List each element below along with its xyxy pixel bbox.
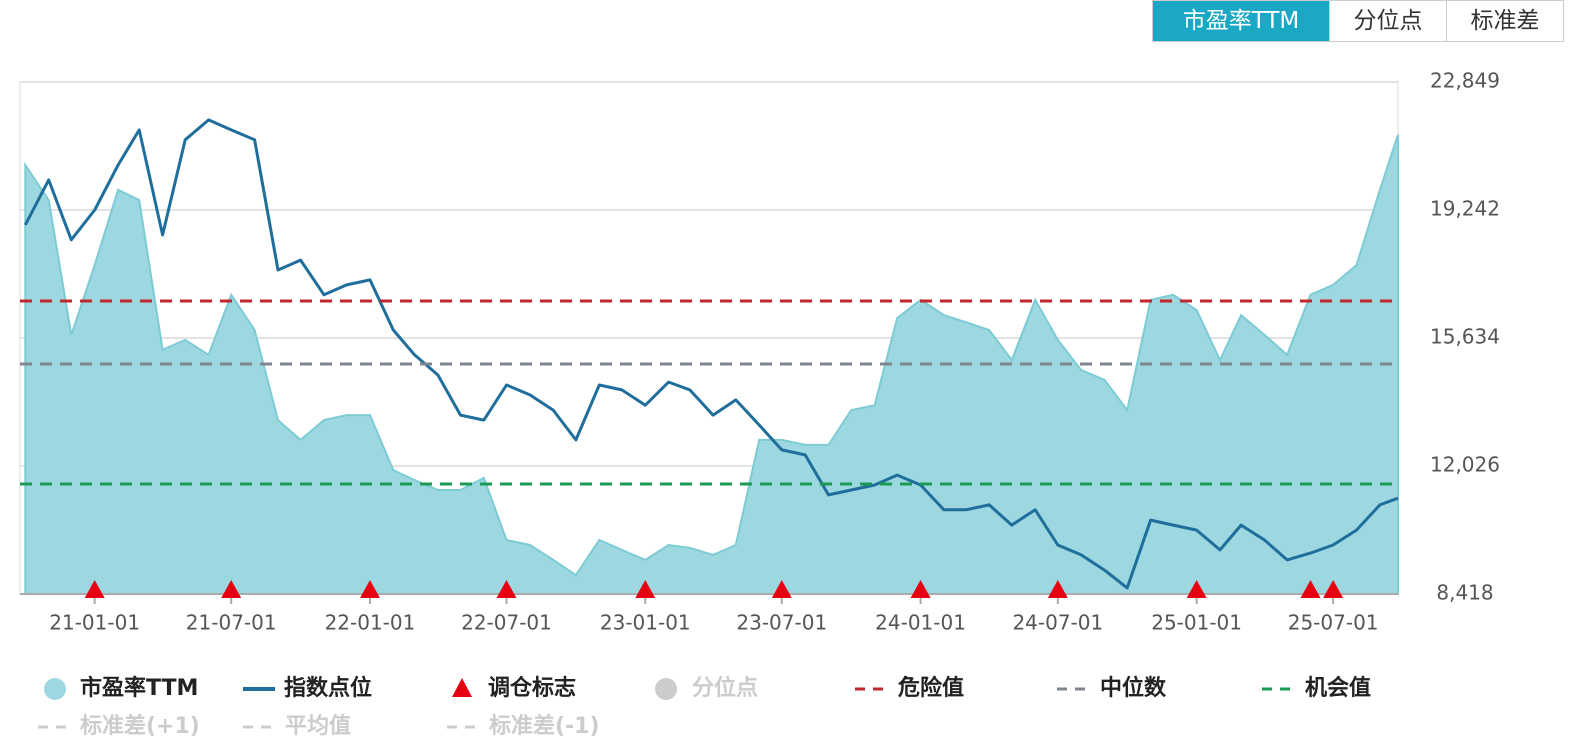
legend-label: 调仓标志 <box>488 675 576 701</box>
legend-label: 中位数 <box>1100 675 1167 701</box>
pe-area <box>24 134 1399 595</box>
legend-label: 标准差(+1) <box>80 713 200 739</box>
x-tick-label: 21-07-01 <box>186 611 277 635</box>
x-tick-label: 25-07-01 <box>1288 611 1379 635</box>
y-tick-label: 12,026 <box>1430 452 1500 476</box>
legend-marker <box>452 678 472 697</box>
x-tick-label: 21-01-01 <box>49 611 140 635</box>
x-tick-label: 23-01-01 <box>600 611 691 635</box>
rebalance-marker <box>1300 580 1321 598</box>
legend-label: 危险值 <box>898 675 964 701</box>
x-tick-label: 23-07-01 <box>736 611 827 635</box>
legend-label: 市盈率TTM <box>80 675 198 701</box>
y-tick-label: 8,418 <box>1436 581 1493 605</box>
rebalance-marker <box>1323 580 1344 598</box>
rebalance-marker <box>910 580 931 598</box>
rebalance-marker <box>1186 580 1207 598</box>
legend-label: 分位点 <box>692 675 758 701</box>
rebalance-marker <box>359 580 380 598</box>
y-tick-label: 19,242 <box>1430 196 1500 220</box>
x-tick-label: 25-01-01 <box>1151 611 1242 635</box>
legend-marker <box>655 678 677 700</box>
x-tick-label: 22-01-01 <box>325 611 416 635</box>
tab[interactable]: 标准差 <box>1446 1 1563 41</box>
legend-label: 机会值 <box>1305 675 1371 701</box>
y-tick-label: 22,849 <box>1430 69 1500 93</box>
tab[interactable]: 市盈率TTM <box>1153 1 1329 41</box>
legend-label: 指数点位 <box>284 675 372 701</box>
index-line <box>23 118 1399 590</box>
rebalance-marker <box>221 580 242 598</box>
rebalance-marker <box>1047 580 1068 598</box>
x-tick-label: 24-01-01 <box>875 611 966 635</box>
tab[interactable]: 分位点 <box>1329 1 1446 41</box>
x-tick-label: 22-07-01 <box>461 611 552 635</box>
rebalance-marker <box>771 580 792 598</box>
legend-label: 平均值 <box>285 713 351 739</box>
rebalance-marker <box>496 580 517 598</box>
rebalance-marker <box>84 580 105 598</box>
legend-label: 标准差(-1) <box>489 713 600 739</box>
legend-marker <box>44 678 66 700</box>
y-tick-label: 15,634 <box>1430 324 1500 348</box>
rebalance-marker <box>635 580 656 598</box>
x-tick-label: 24-07-01 <box>1012 611 1103 635</box>
tab-bar: 市盈率TTM 分位点 标准差 <box>1152 0 1564 42</box>
